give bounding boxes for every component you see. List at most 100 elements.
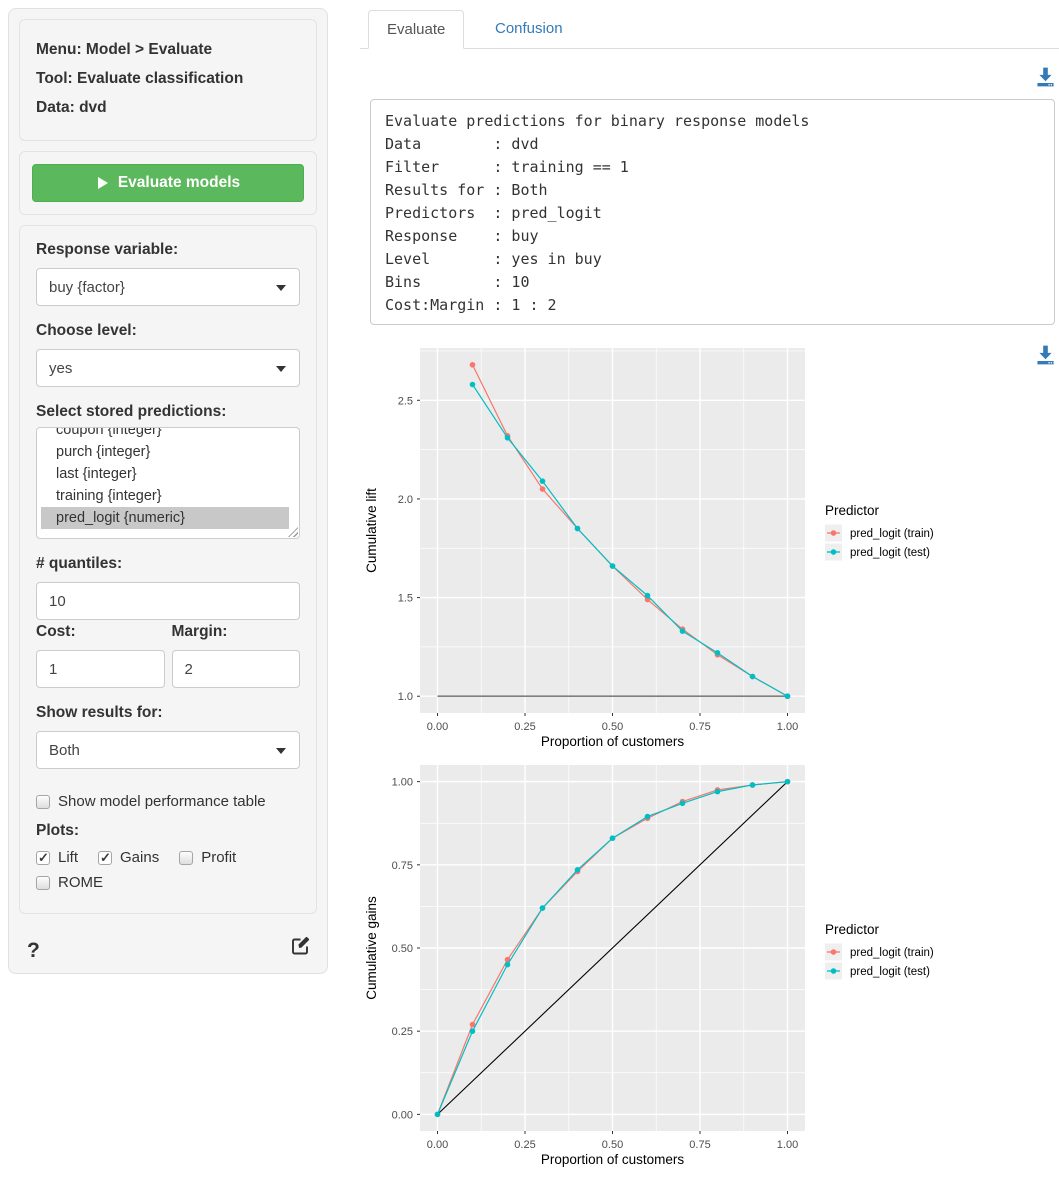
data-point	[574, 867, 581, 873]
cost-label: Cost:	[36, 623, 76, 640]
resize-handle[interactable]	[288, 527, 298, 537]
sidebar: Menu: Model > Evaluate Tool: Evaluate cl…	[8, 8, 328, 974]
data-point	[749, 673, 756, 680]
data-point	[434, 1111, 441, 1118]
tool-info: Tool: Evaluate classification	[36, 70, 244, 87]
y-tick-label: 1.0	[398, 691, 413, 703]
download-summary-icon[interactable]	[1035, 66, 1056, 93]
tab-confusion[interactable]: Confusion	[495, 20, 563, 37]
evaluate-models-button[interactable]: Evaluate models	[32, 164, 304, 202]
profit-checkbox-label: Profit	[201, 849, 237, 866]
performance-table-label: Show model performance table	[58, 793, 266, 810]
data-point	[539, 486, 546, 492]
data-point	[679, 628, 686, 634]
response-variable-select[interactable]: buy {factor}	[36, 268, 300, 306]
data-point	[574, 525, 581, 532]
gains-chart: 0.00 0.25 0.50 0.75 1.00 0.00 0.25 0.50 0.75 1.00…	[360, 762, 1059, 1180]
y-tick-label: 0.25	[392, 1026, 413, 1038]
rome-checkbox[interactable]	[36, 875, 50, 890]
data-point	[469, 361, 476, 368]
x-tick-label: 0.00	[427, 721, 448, 733]
data-point	[539, 905, 546, 911]
series-line	[471, 384, 788, 697]
profit-checkbox[interactable]	[179, 850, 194, 865]
list-item[interactable]: purch {integer}	[56, 444, 151, 460]
x-tick-label: 0.50	[602, 721, 623, 733]
x-tick-label: 0.25	[514, 1139, 535, 1151]
lift-checkbox[interactable]	[36, 850, 50, 866]
reference-line	[437, 781, 788, 1115]
gains-chart-svg: 0.00 0.25 0.50 0.75 1.00 0.00 0.25 0.50 0.75 1.00…	[364, 765, 934, 1167]
summary-output: Evaluate predictions for binary response…	[370, 99, 1055, 325]
show-results-label: Show results for:	[36, 704, 163, 721]
x-axis-title: Proportion of customers	[541, 734, 685, 749]
gains-checkbox-label: Gains	[120, 849, 160, 866]
performance-table-row: Show model performance table	[36, 793, 300, 810]
choose-level-label: Choose level:	[36, 322, 137, 339]
y-tick-label: 0.50	[392, 943, 413, 955]
margin-label: Margin:	[171, 623, 228, 640]
response-variable-value: buy {factor}	[49, 278, 125, 296]
predictions-label: Select stored predictions:	[36, 403, 227, 420]
performance-table-checkbox[interactable]	[36, 794, 50, 809]
data-point	[504, 961, 511, 968]
lift-chart: 0.00 0.25 0.50 0.75 1.00 1.0 1.5 2.0 2.5 Proporti…	[360, 345, 1059, 764]
choose-level-select[interactable]: yes	[36, 349, 300, 387]
edit-icon[interactable]	[291, 936, 311, 961]
y-tick-label: 1.5	[398, 593, 413, 605]
plots-options: Lift Gains Profit ROME	[36, 849, 300, 891]
legend-label: pred_logit (train)	[850, 528, 934, 540]
predictions-listbox[interactable]: coupon {integer} purch {integer} last {i…	[36, 427, 300, 539]
data-point	[644, 596, 651, 603]
lift-chart-svg: 0.00 0.25 0.50 0.75 1.00 1.0 1.5 2.0 2.5 Proporti…	[364, 348, 934, 749]
data-point	[749, 782, 756, 788]
data-point	[469, 1028, 476, 1034]
tool-info-panel: Menu: Model > Evaluate Tool: Evaluate cl…	[19, 19, 317, 141]
data-point	[644, 813, 651, 820]
data-point	[609, 563, 616, 569]
cost-value: 1	[49, 660, 58, 678]
list-item[interactable]: last {integer}	[56, 466, 137, 482]
quantiles-input[interactable]: 10	[36, 582, 300, 620]
tab-bar: Evaluate Confusion	[360, 10, 1059, 49]
data-point	[714, 650, 721, 656]
margin-input[interactable]: 2	[171, 650, 300, 688]
legend-label: pred_logit (test)	[850, 966, 930, 978]
data-point	[714, 788, 721, 795]
data-point	[609, 835, 616, 841]
x-axis-title: Proportion of customers	[541, 1152, 685, 1167]
plots-label: Plots:	[36, 822, 80, 839]
x-tick-label: 0.75	[689, 1139, 710, 1151]
series-line	[471, 364, 788, 697]
menu-info: Menu: Model > Evaluate	[36, 41, 213, 58]
x-tick-label: 1.00	[777, 1139, 798, 1151]
x-tick-label: 0.25	[514, 721, 535, 733]
download-plots-icon[interactable]	[1035, 344, 1056, 371]
response-variable-label: Response variable:	[36, 241, 179, 258]
legend-title: Predictor	[825, 503, 880, 518]
show-results-select[interactable]: Both	[36, 731, 300, 769]
list-item[interactable]: pred_logit {numeric}	[41, 507, 289, 529]
quantiles-label: # quantiles:	[36, 555, 123, 572]
lift-checkbox-label: Lift	[58, 849, 79, 866]
list-item[interactable]: training {integer}	[56, 488, 162, 504]
list-item[interactable]: coupon {integer}	[56, 427, 162, 438]
show-results-value: Both	[49, 741, 80, 759]
cost-input[interactable]: 1	[36, 650, 165, 688]
data-point	[504, 434, 511, 441]
x-tick-label: 1.00	[777, 721, 798, 733]
y-tick-label: 0.00	[392, 1109, 413, 1121]
quantiles-value: 10	[49, 592, 66, 610]
tab-evaluate[interactable]: Evaluate	[368, 10, 465, 49]
y-tick-label: 2.0	[398, 494, 413, 506]
play-icon	[96, 176, 109, 190]
data-point	[644, 592, 651, 599]
evaluate-models-label: Evaluate models	[117, 174, 241, 191]
data-point	[539, 478, 546, 484]
data-point	[784, 778, 791, 785]
gains-checkbox[interactable]	[98, 850, 113, 866]
legend-label: pred_logit (train)	[850, 947, 934, 959]
y-tick-label: 1.00	[392, 777, 413, 789]
help-button[interactable]: ?	[27, 939, 40, 962]
data-point	[504, 956, 511, 963]
